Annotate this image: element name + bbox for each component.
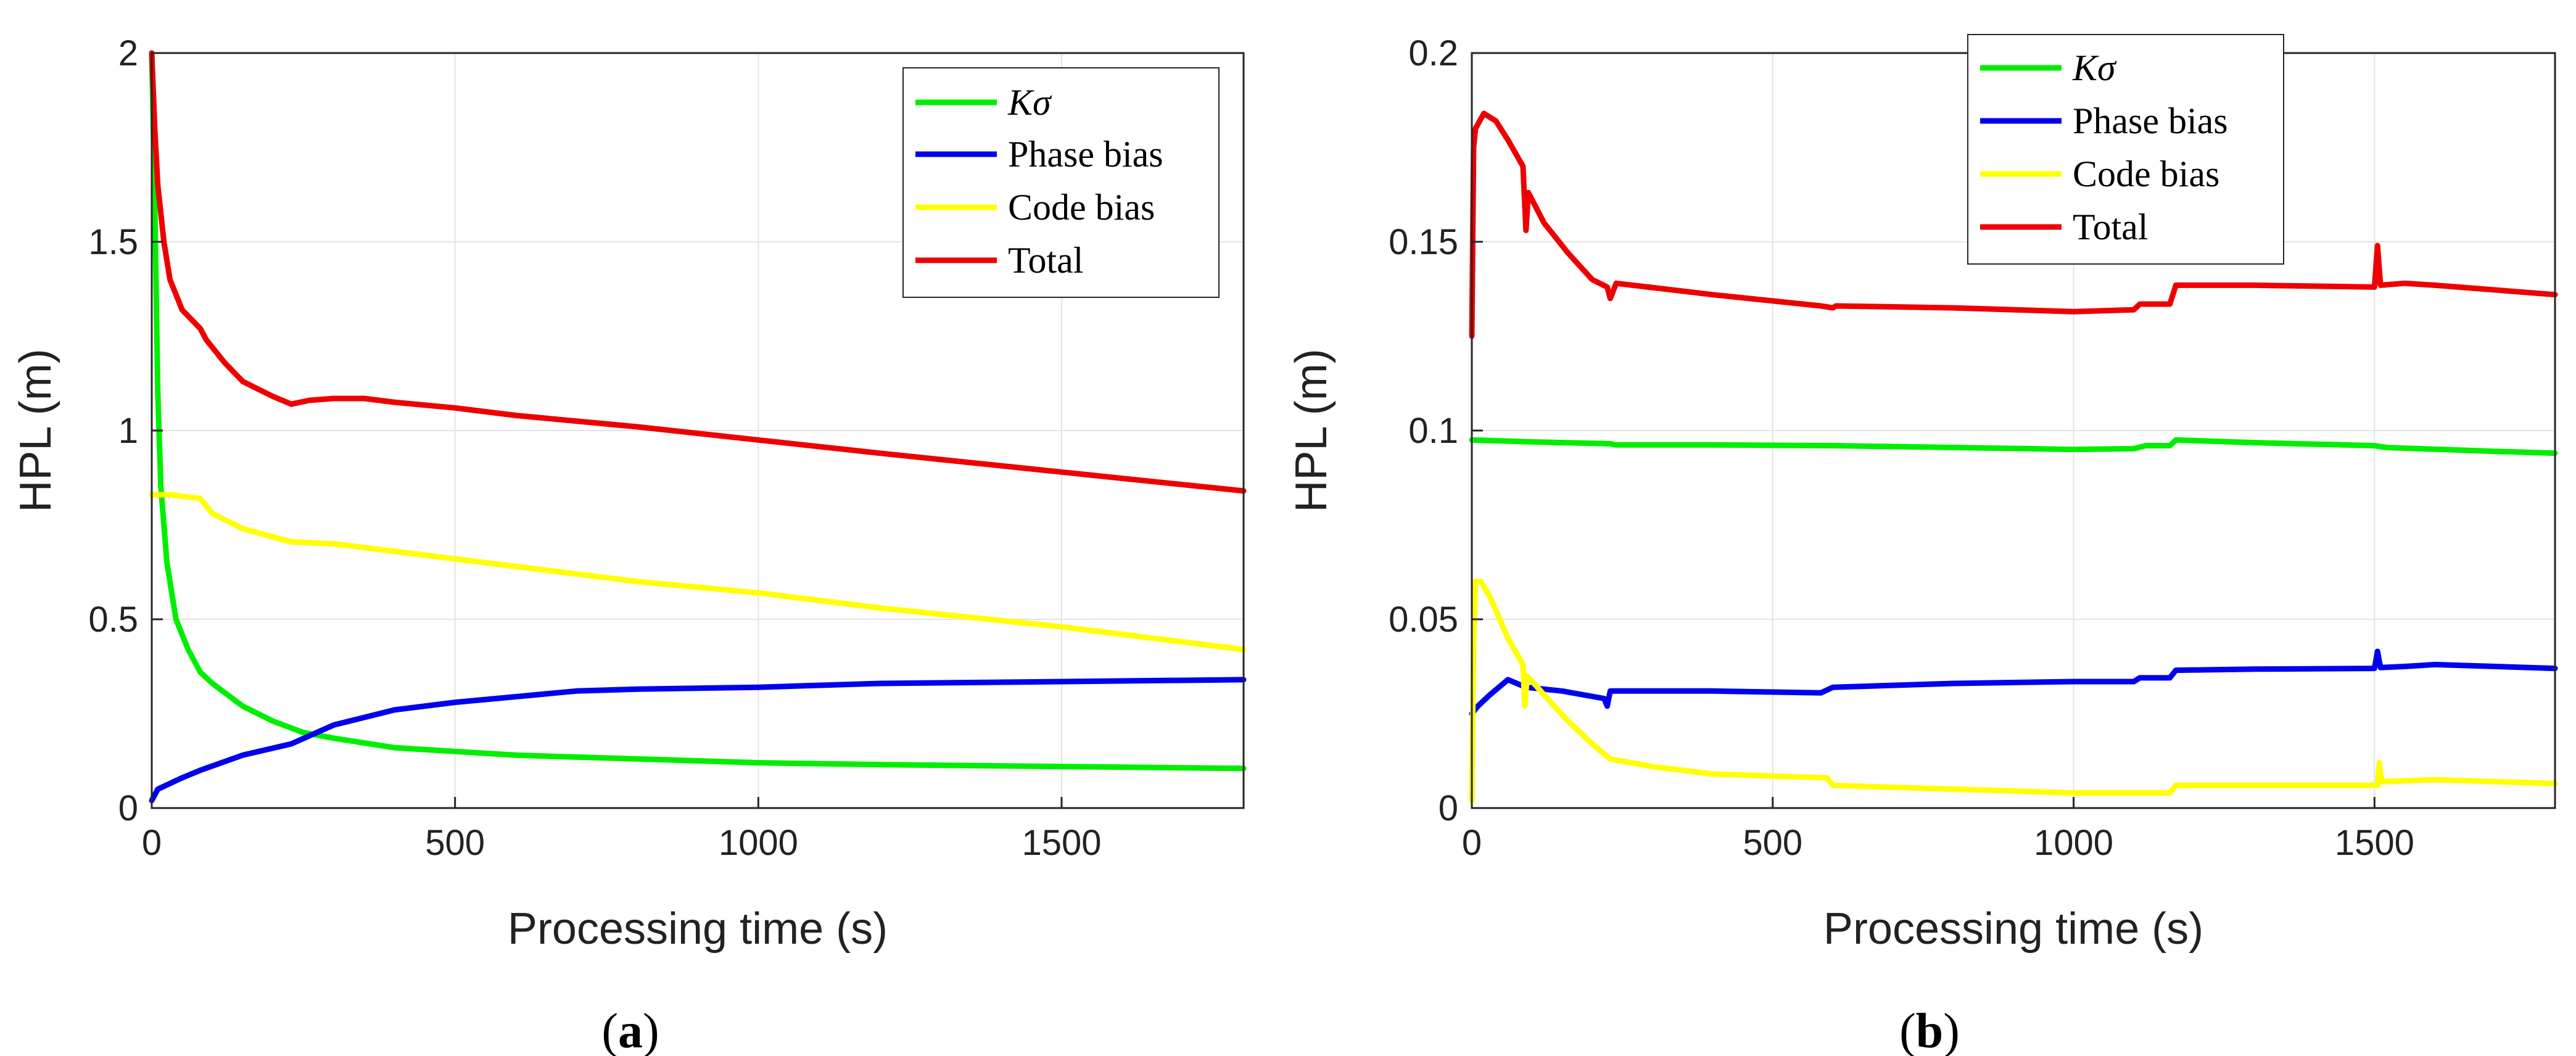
panel-a-y-tick-label-0: 0 bbox=[118, 788, 138, 828]
panel-b-y-tick-label-3: 0.15 bbox=[1389, 222, 1458, 262]
panel-a-series-code-bias bbox=[149, 492, 1247, 653]
panel-b-caption-letter: b bbox=[1916, 1004, 1944, 1056]
panel-a-x-tick-label-1: 500 bbox=[425, 823, 485, 863]
panel-b-x-tick-label-0: 0 bbox=[1462, 823, 1482, 863]
panel-a-caption-letter: a bbox=[618, 1004, 643, 1056]
panel-a-axes-box bbox=[151, 52, 1245, 809]
panel-a-x-ticks: 0 500 1000 1500 bbox=[142, 797, 1102, 863]
panel-b-x-axis-label: Processing time (s) bbox=[1823, 904, 2203, 954]
legend-a-label-code-bias: Code bias bbox=[1008, 187, 1155, 228]
panel-a-y-ticks: 0 0.5 1 1.5 2 bbox=[88, 33, 163, 828]
legend-b-label-code-bias: Code bias bbox=[2073, 154, 2219, 194]
panel-b-y-tick-label-1: 0.05 bbox=[1389, 600, 1458, 640]
panel-b-y-axis-label: HPL (m) bbox=[1287, 349, 1336, 512]
panel-b-x-ticks: 0 500 1000 1500 bbox=[1462, 797, 2414, 863]
panel-b-series-ksigma bbox=[1469, 437, 2558, 456]
panel-b-x-tick-label-2: 1000 bbox=[2034, 823, 2113, 863]
panel-a-x-tick-label-3: 1500 bbox=[1022, 823, 1101, 863]
legend-a-label-phase-bias: Phase bias bbox=[1008, 134, 1163, 175]
legend-b-label-phase-bias: Phase bias bbox=[2073, 101, 2228, 141]
panel-b-y-tick-label-0: 0 bbox=[1439, 788, 1458, 828]
panel-b-caption: (b) bbox=[1899, 1004, 1960, 1056]
panel-a-series bbox=[149, 50, 1247, 804]
panel-a-x-tick-label-2: 1000 bbox=[719, 823, 798, 863]
panel-a-caption: (a) bbox=[601, 1004, 659, 1056]
panel-b-legend: Kσ Phase bias Code bias Total bbox=[1967, 34, 2284, 265]
panel-b-series-code-bias bbox=[1469, 579, 2558, 804]
panel-b-series bbox=[1469, 110, 2558, 804]
panel-a-series-phase-bias bbox=[149, 677, 1247, 804]
panel-b-x-tick-label-3: 1500 bbox=[2335, 823, 2414, 863]
legend-a-label-total: Total bbox=[1008, 240, 1083, 281]
panel-a-series-total bbox=[149, 50, 1247, 494]
panel-b-x-tick-label-1: 500 bbox=[1743, 823, 1802, 863]
panel-a-y-tick-label-4: 2 bbox=[118, 33, 138, 73]
panel-a-y-tick-label-3: 1.5 bbox=[88, 222, 138, 262]
panel-b-y-tick-label-4: 0.2 bbox=[1408, 33, 1458, 73]
panel-a-series-ksigma bbox=[149, 50, 1247, 772]
panel-a-x-axis-label: Processing time (s) bbox=[508, 904, 888, 954]
panel-b: 0 0.05 0.1 0.15 0.2 0 500 1000 1500 Processing … bbox=[1287, 33, 2558, 1056]
panel-b-series-total bbox=[1469, 110, 2558, 339]
legend-a-label-ksigma: Kσ bbox=[1007, 82, 1052, 123]
panel-a-y-tick-label-1: 0.5 bbox=[88, 600, 138, 640]
legend-b-label-ksigma: Kσ bbox=[2072, 47, 2117, 88]
panel-b-y-ticks: 0 0.05 0.1 0.15 0.2 bbox=[1389, 33, 1483, 828]
panel-a-x-tick-label-0: 0 bbox=[142, 823, 162, 863]
panel-a-y-axis-label: HPL (m) bbox=[11, 349, 60, 512]
legend-b-label-total: Total bbox=[2073, 207, 2148, 247]
panel-a-legend: Kσ Phase bias Code bias Total bbox=[902, 67, 1220, 298]
panel-a: 0 0.5 1 1.5 2 0 500 1000 1500 Processing time (… bbox=[11, 33, 1247, 1056]
panel-a-y-tick-label-2: 1 bbox=[118, 411, 138, 451]
panel-b-y-tick-label-2: 0.1 bbox=[1408, 411, 1458, 451]
